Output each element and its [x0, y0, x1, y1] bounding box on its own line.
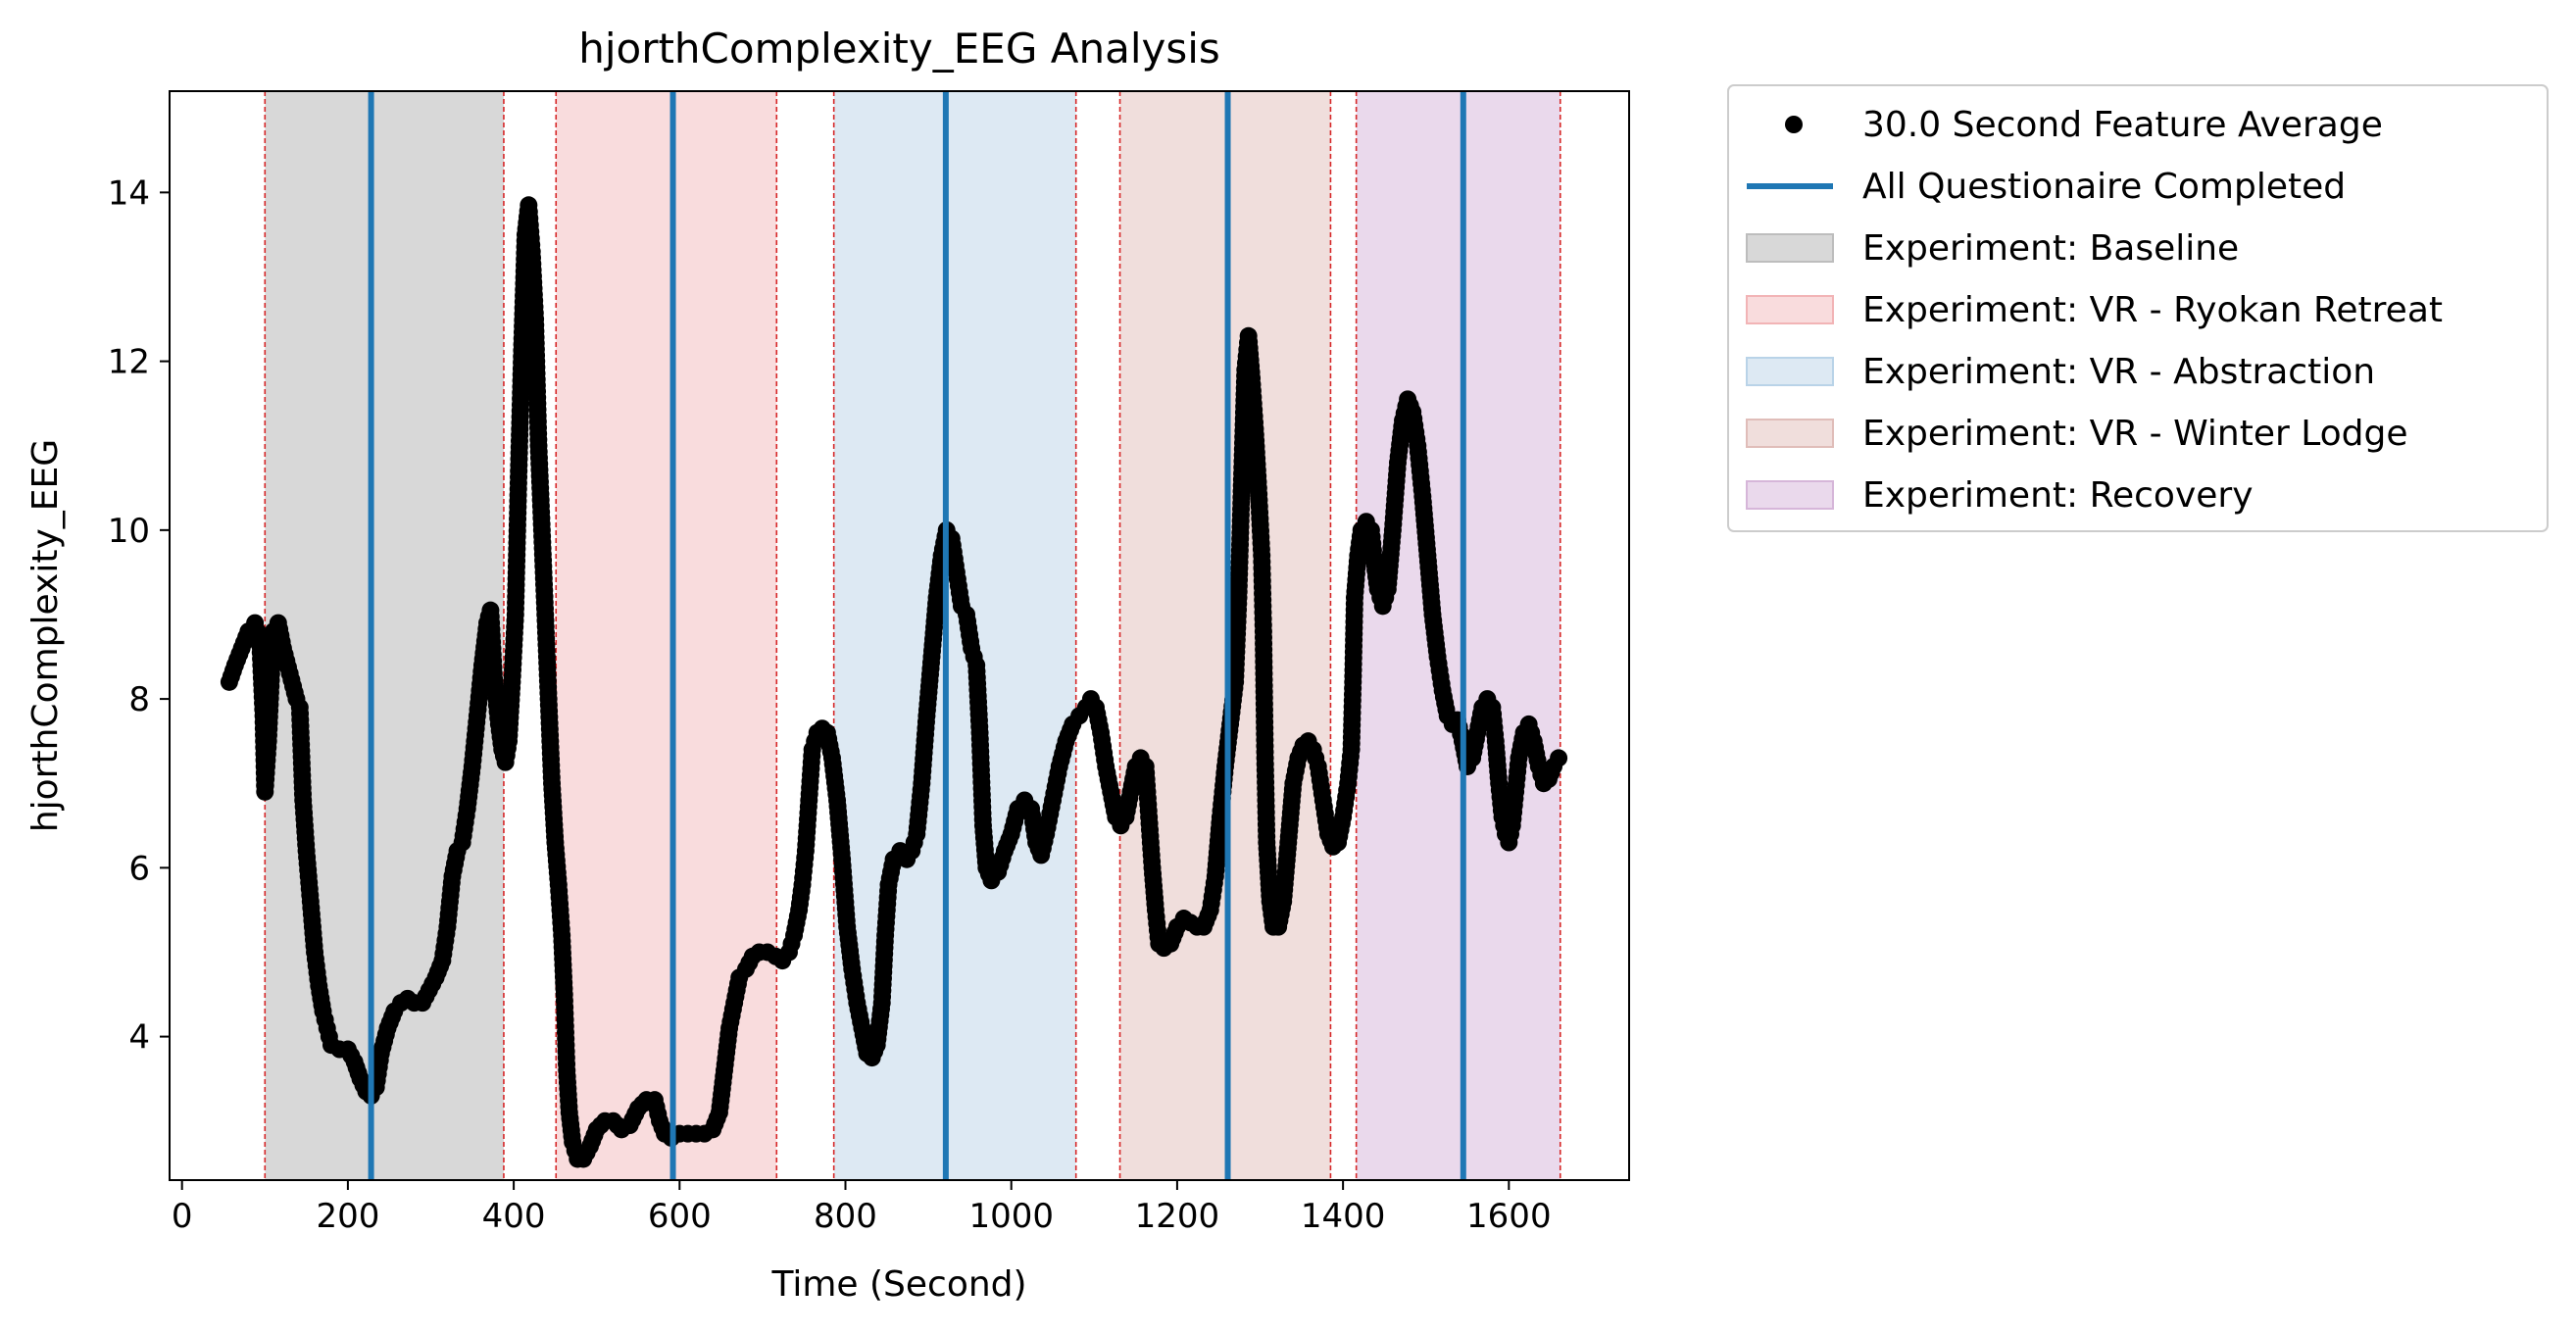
- legend-label: 30.0 Second Feature Average: [1862, 105, 2383, 145]
- region-5: [1356, 91, 1560, 1180]
- y-tick-label: 6: [128, 849, 150, 888]
- legend-patch-swatch: [1746, 419, 1834, 448]
- y-tick-label: 12: [108, 343, 150, 382]
- y-tick-label: 4: [128, 1018, 150, 1058]
- y-axis-label: hjorthComplexity_EEG: [25, 439, 66, 832]
- x-axis-label: Time (Second): [770, 1264, 1026, 1305]
- x-tick-label: 1000: [968, 1197, 1054, 1236]
- legend-label: Experiment: Baseline: [1862, 228, 2239, 269]
- x-tick-label: 600: [648, 1197, 712, 1236]
- x-tick-label: 400: [482, 1197, 546, 1236]
- data-points-layer: [220, 196, 1568, 1168]
- legend-patch-swatch: [1746, 233, 1834, 263]
- plot-area-frame: [169, 90, 1630, 1181]
- legend-label: Experiment: Recovery: [1862, 475, 2254, 516]
- chart-title: hjorthComplexity_EEG Analysis: [578, 25, 1220, 73]
- region-2: [556, 91, 777, 1180]
- x-axis-ticks: 0 200 400 600 800 1000 1200 1400 1600: [172, 1180, 1552, 1236]
- region-1: [265, 91, 504, 1180]
- legend-patch-swatch: [1746, 357, 1834, 386]
- x-tick-label: 0: [172, 1197, 193, 1236]
- legend-label: Experiment: VR - Abstraction: [1862, 352, 2375, 392]
- y-tick-label: 8: [128, 680, 150, 719]
- legend: 30.0 Second Feature Average All Questiona…: [1727, 84, 2549, 532]
- region-3: [833, 91, 1076, 1180]
- legend-patch-swatch: [1746, 480, 1834, 510]
- legend-marker: [1785, 116, 1803, 133]
- legend-label: All Questionaire Completed: [1862, 167, 2346, 207]
- x-tick-label: 1400: [1301, 1197, 1386, 1236]
- y-tick-label: 10: [108, 512, 150, 551]
- x-tick-label: 200: [316, 1197, 379, 1236]
- y-tick-label: 14: [108, 173, 150, 213]
- legend-patch-swatch: [1746, 295, 1834, 324]
- legend-label: Experiment: VR - Ryokan Retreat: [1862, 290, 2443, 330]
- y-axis-ticks: 4 6 8 10 12 14: [108, 173, 170, 1058]
- legend-label: Experiment: VR - Winter Lodge: [1862, 414, 2408, 454]
- x-tick-label: 1200: [1135, 1197, 1220, 1236]
- legend-items: 30.0 Second Feature Average All Questiona…: [1746, 105, 2443, 516]
- legend-box: [1727, 84, 2549, 532]
- regions-layer: [265, 91, 1560, 1180]
- questionnaire-lines-layer: [368, 91, 1466, 1180]
- x-tick-label: 1600: [1466, 1197, 1552, 1236]
- x-tick-label: 800: [814, 1197, 877, 1236]
- data-point: [1550, 749, 1568, 767]
